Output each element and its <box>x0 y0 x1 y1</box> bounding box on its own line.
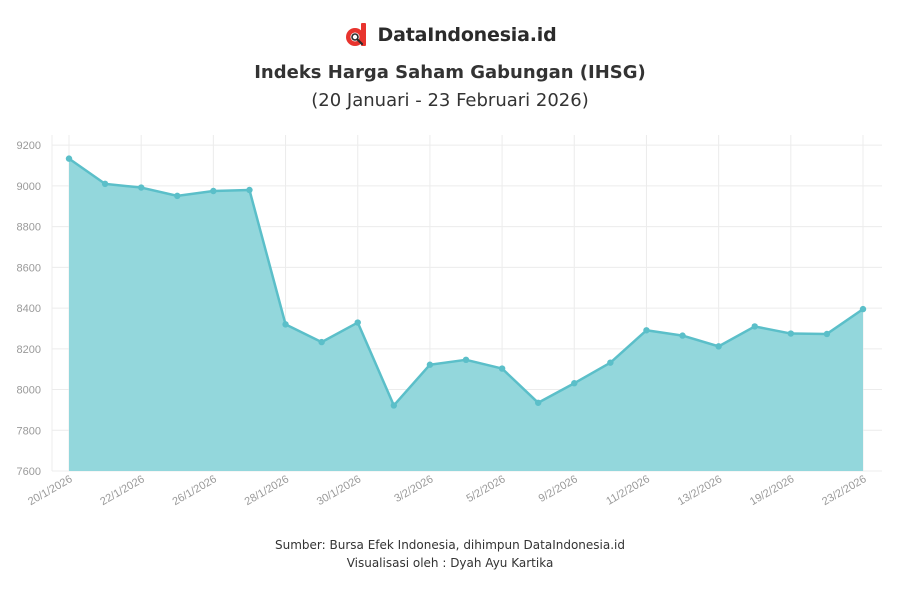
data-point-27/1/2026 <box>246 186 253 194</box>
y-tick-label: 7600 <box>17 466 41 478</box>
y-tick-label: 8600 <box>17 262 41 274</box>
data-point-29/1/2026 <box>318 338 325 346</box>
x-tick-label: 26/1/2026 <box>170 473 218 508</box>
x-axis: 20/1/2026 22/1/2026 26/1/2026 28/1/2026 30/1… <box>26 473 868 508</box>
x-tick-label: 5/2/2026 <box>465 473 508 505</box>
y-tick-label: 7800 <box>17 425 41 437</box>
source-note: Sumber: Bursa Efek Indonesia, dihimpun D… <box>275 538 625 552</box>
data-point-2/2/2026 <box>390 402 398 409</box>
y-axis: 7600 7800 8000 8200 8400 8600 8800 9000 9200 <box>17 140 41 478</box>
x-tick-label: 28/1/2026 <box>243 473 291 508</box>
data-point-18/2/2026 <box>751 323 758 330</box>
data-point-22/1/2026 <box>137 184 145 191</box>
x-tick-label: 22/1/2026 <box>98 473 146 508</box>
data-point-20/2/2026 <box>823 330 831 338</box>
ihsg-area-fill <box>69 158 863 471</box>
y-tick-label: 9200 <box>17 140 41 152</box>
data-point-28/1/2026 <box>282 321 289 328</box>
data-point-3/2/2026 <box>426 361 434 368</box>
data-point-20/1/2026 <box>65 155 73 162</box>
x-tick-label: 3/2/2026 <box>392 473 435 505</box>
data-point-21/1/2026 <box>101 180 109 188</box>
data-point-6/2/2026 <box>534 399 542 406</box>
series-ihsg <box>65 155 867 471</box>
y-tick-label: 8800 <box>17 222 41 234</box>
brand-name: DataIndonesia.id <box>377 24 557 46</box>
x-tick-label: 23/2/2026 <box>820 473 868 508</box>
data-point-11/2/2026 <box>643 327 650 334</box>
brand-header: DataIndonesia.id <box>0 20 900 50</box>
data-point-4/2/2026 <box>462 356 470 364</box>
y-tick-label: 9000 <box>17 181 41 193</box>
chart-title: Indeks Harga Saham Gabungan (IHSG) <box>254 62 646 83</box>
dataindonesia-logo-icon <box>345 23 366 46</box>
x-tick-label: 11/2/2026 <box>604 473 652 507</box>
y-tick-label: 8400 <box>17 303 41 315</box>
y-tick-label: 8000 <box>17 385 41 397</box>
x-tick-label: 20/1/2026 <box>26 473 74 508</box>
data-point-19/2/2026 <box>787 330 795 337</box>
data-point-10/2/2026 <box>607 359 614 366</box>
x-tick-label: 9/2/2026 <box>537 473 580 505</box>
data-point-12/2/2026 <box>679 332 686 339</box>
data-point-13/2/2026 <box>715 343 722 350</box>
x-tick-label: 13/2/2026 <box>676 473 724 508</box>
data-point-30/1/2026 <box>354 319 361 326</box>
x-tick-label: 19/2/2026 <box>748 473 796 508</box>
y-tick-label: 8200 <box>17 344 41 356</box>
visualization-credit: Visualisasi oleh : Dyah Ayu Kartika <box>346 556 554 570</box>
x-tick-label: 30/1/2026 <box>315 473 363 508</box>
data-point-5/2/2026 <box>498 365 506 372</box>
data-point-9/2/2026 <box>571 380 578 387</box>
chart-subtitle: (20 Januari - 23 Februari 2026) <box>311 90 589 111</box>
data-point-26/1/2026 <box>210 187 217 195</box>
data-point-23/2/2026 <box>859 305 867 313</box>
data-point-23/1/2026 <box>174 192 181 200</box>
